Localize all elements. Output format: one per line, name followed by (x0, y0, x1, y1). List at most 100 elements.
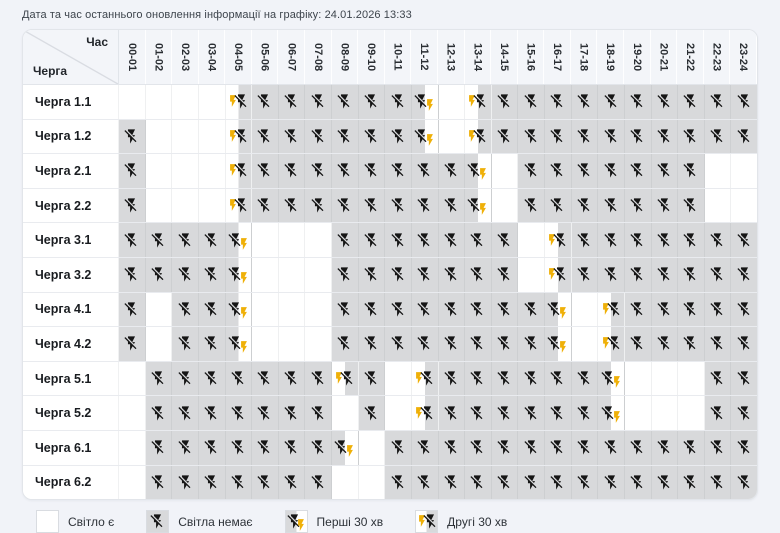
flash-off-icon (709, 232, 726, 249)
schedule-cell (305, 465, 332, 500)
flash-off-icon (629, 301, 646, 318)
schedule-cell (731, 188, 757, 223)
schedule-cell (571, 257, 599, 292)
schedule-cell (385, 223, 412, 257)
flash-off-icon (150, 405, 167, 422)
schedule-cell (731, 327, 757, 361)
schedule-cell (545, 396, 572, 430)
flash-off-icon (230, 370, 247, 387)
flash-off-icon (283, 128, 300, 145)
legend-label: Перші 30 хв (316, 514, 384, 529)
schedule-cell (145, 257, 173, 292)
flash-off-icon (416, 335, 433, 352)
flash-off-icon (736, 474, 753, 491)
schedule-cell (172, 85, 199, 119)
schedule-cell (518, 465, 545, 500)
flash-off-icon (709, 335, 726, 352)
schedule-cell (624, 465, 652, 500)
schedule-cell (305, 361, 332, 396)
schedule-cell (438, 223, 466, 257)
hour-header: 23-24 (730, 30, 757, 84)
flash-off-icon (469, 474, 486, 491)
schedule-row: Черга 2.1 (23, 153, 757, 188)
flash-off-icon (283, 162, 300, 179)
flash-off-icon (469, 301, 486, 318)
schedule-cell (305, 257, 332, 292)
flash-off-icon (709, 474, 726, 491)
schedule-cell (358, 85, 386, 119)
flash-off-icon (496, 370, 513, 387)
flash-off-second-half-icon (227, 127, 250, 146)
schedule-cell (385, 292, 412, 327)
schedule-cell (545, 119, 572, 154)
flash-off-icon (283, 474, 300, 491)
schedule-cell (571, 327, 599, 361)
schedule-cell (278, 85, 306, 119)
flash-off-icon (682, 335, 699, 352)
flash-off-icon (363, 301, 380, 318)
schedule-cell (305, 327, 332, 361)
hour-header: 16-17 (544, 30, 571, 84)
flash-off-icon (682, 266, 699, 283)
flash-off-icon (363, 370, 380, 387)
flash-off-icon (709, 405, 726, 422)
schedule-cell (119, 361, 146, 396)
flash-off-icon (469, 405, 486, 422)
schedule-cell (305, 430, 332, 465)
schedule-cell (465, 257, 492, 292)
schedule-row: Черга 6.1 (23, 429, 757, 465)
hour-header: 06-07 (278, 30, 306, 84)
schedule-cell (225, 257, 253, 292)
schedule-row-cells (119, 361, 757, 396)
schedule-cell (305, 85, 332, 119)
schedule-cell (172, 396, 199, 430)
flash-off-icon (283, 93, 300, 110)
schedule-cell (491, 361, 519, 396)
hour-header: 17-18 (571, 30, 598, 84)
hour-header: 11-12 (411, 30, 438, 84)
schedule-cell (731, 465, 757, 500)
flash-off-icon (576, 232, 593, 249)
schedule-cell (678, 188, 705, 223)
schedule-cell (411, 154, 439, 188)
flash-off-icon (443, 405, 460, 422)
schedule-cell (145, 465, 173, 500)
schedule-cell (624, 223, 652, 257)
schedule-rows: Черга 1.1 Черга 1.2 Черга 2.1 Черга 2.2 … (23, 85, 757, 500)
schedule-cell (624, 327, 652, 361)
schedule-cell (332, 327, 359, 361)
flash-off-icon (736, 301, 753, 318)
flash-off-second-half-icon (466, 127, 489, 146)
schedule-cell (172, 465, 199, 500)
flash-off-icon (629, 128, 646, 145)
schedule-cell (278, 361, 306, 396)
schedule-cell (491, 257, 519, 292)
flash-off-icon (416, 474, 433, 491)
schedule-cell (491, 223, 519, 257)
schedule-cell (358, 154, 386, 188)
schedule-cell (252, 361, 279, 396)
flash-off-icon (283, 439, 300, 456)
flash-off-icon (123, 128, 140, 145)
legend-label: Світла немає (178, 514, 253, 529)
flash-off-icon (416, 162, 433, 179)
flash-off-icon (177, 474, 194, 491)
schedule-row: Черга 1.1 (23, 85, 757, 119)
schedule-cell (438, 396, 466, 430)
flash-off-icon (390, 93, 407, 110)
schedule-cell (252, 396, 279, 430)
queue-label: Черга 3.2 (23, 257, 119, 292)
schedule-cell (731, 119, 757, 154)
legend-swatch (36, 510, 59, 533)
flash-off-icon (310, 439, 327, 456)
queue-label: Черга 1.1 (23, 85, 119, 119)
queue-label: Черга 2.1 (23, 154, 119, 188)
flash-off-icon (177, 266, 194, 283)
schedule-cell (571, 292, 599, 327)
legend-label: Світло є (68, 514, 115, 529)
schedule-cell (465, 327, 492, 361)
flash-off-icon (736, 335, 753, 352)
schedule-cell (731, 430, 757, 465)
hour-header: 00-01 (119, 30, 146, 84)
schedule-cell (545, 430, 572, 465)
